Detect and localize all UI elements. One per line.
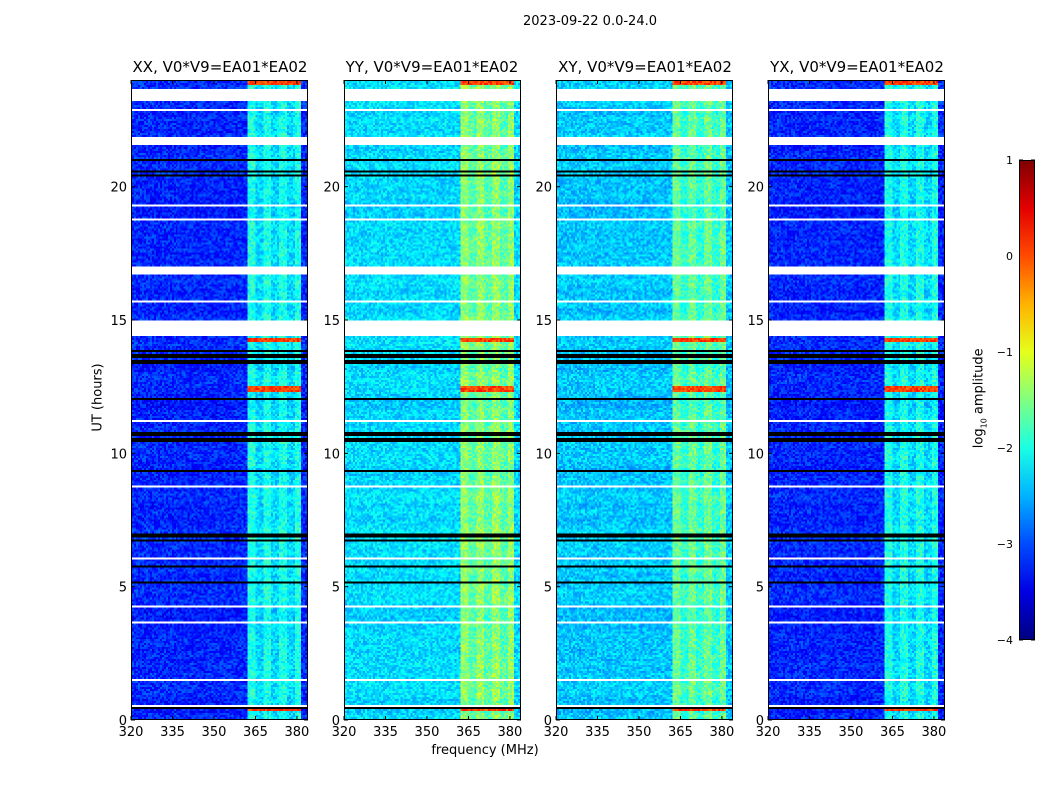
panel-title-yy: YY, V0*V9=EA01*EA02 (345, 58, 519, 76)
y-axis-label: UT (hours) (90, 363, 106, 432)
heatmap-panel-yy (344, 80, 521, 720)
x-tick-label: 350 (627, 725, 652, 740)
y-tick-label: 0 (332, 714, 340, 729)
x-tick-label: 335 (797, 725, 822, 740)
figure-title: 2023-09-22 0.0-24.0 (523, 14, 657, 29)
x-tick-label: 320 (544, 725, 569, 740)
y-tick-label: 20 (110, 181, 127, 196)
colorbar-tick-label: 1 (1006, 154, 1013, 167)
heatmap-xx (132, 81, 307, 719)
colorbar-label: log10 amplitude (971, 348, 989, 449)
x-axis-label: frequency (MHz) (431, 743, 539, 758)
y-tick-label: 15 (747, 314, 764, 329)
heatmap-xy (557, 81, 732, 719)
y-tick-label: 15 (535, 314, 552, 329)
x-tick-label: 365 (880, 725, 905, 740)
x-tick-label: 365 (456, 725, 481, 740)
y-tick-label: 10 (747, 447, 764, 462)
x-tick-label: 365 (668, 725, 693, 740)
x-tick-label: 380 (285, 725, 310, 740)
heatmap-panel-yx (768, 80, 945, 720)
y-tick-label: 0 (544, 714, 552, 729)
colorbar-tick-label: −2 (997, 442, 1013, 455)
x-tick-label: 380 (498, 725, 523, 740)
x-tick-label: 320 (119, 725, 144, 740)
x-tick-label: 335 (585, 725, 610, 740)
x-tick-label: 320 (332, 725, 357, 740)
y-tick-label: 20 (535, 181, 552, 196)
x-tick-label: 380 (922, 725, 947, 740)
y-tick-label: 15 (110, 314, 127, 329)
y-tick-label: 10 (323, 447, 340, 462)
x-tick-label: 335 (373, 725, 398, 740)
y-tick-label: 10 (110, 447, 127, 462)
y-tick-label: 20 (323, 181, 340, 196)
panel-title-xx: XX, V0*V9=EA01*EA02 (132, 58, 308, 76)
y-tick-label: 20 (747, 181, 764, 196)
colorbar-tick-label: −4 (997, 634, 1013, 647)
heatmap-panel-xx (131, 80, 308, 720)
x-tick-label: 350 (202, 725, 227, 740)
y-tick-label: 5 (119, 581, 127, 596)
colorbar-tick-label: −3 (997, 538, 1013, 551)
colorbar (1019, 160, 1035, 640)
y-tick-label: 5 (756, 581, 764, 596)
heatmap-panel-xy (556, 80, 733, 720)
x-tick-label: 380 (710, 725, 735, 740)
y-tick-label: 15 (323, 314, 340, 329)
x-tick-label: 320 (756, 725, 781, 740)
x-tick-label: 350 (839, 725, 864, 740)
y-tick-label: 0 (756, 714, 764, 729)
y-tick-label: 5 (332, 581, 340, 596)
x-tick-label: 350 (415, 725, 440, 740)
x-tick-label: 365 (243, 725, 268, 740)
panel-title-xy: XY, V0*V9=EA01*EA02 (558, 58, 732, 76)
panel-title-yx: YX, V0*V9=EA01*EA02 (770, 58, 944, 76)
heatmap-yy (345, 81, 520, 719)
y-tick-label: 0 (119, 714, 127, 729)
y-tick-label: 10 (535, 447, 552, 462)
colorbar-tick-label: 0 (1006, 250, 1013, 263)
x-tick-label: 335 (160, 725, 185, 740)
colorbar-tick-label: −1 (997, 346, 1013, 359)
heatmap-yx (769, 81, 944, 719)
y-tick-label: 5 (544, 581, 552, 596)
